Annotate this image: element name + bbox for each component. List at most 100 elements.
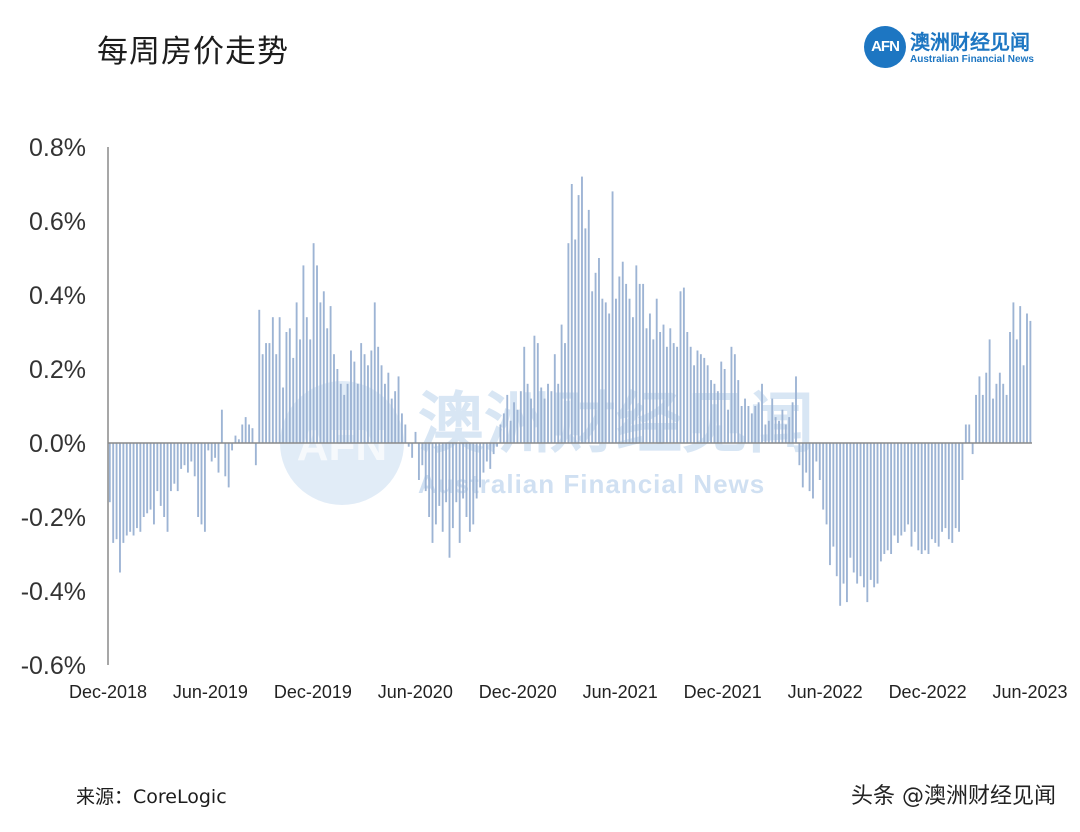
bar bbox=[132, 443, 135, 536]
x-tick-label: Jun-2021 bbox=[583, 682, 658, 702]
bar bbox=[798, 443, 801, 466]
bar bbox=[910, 443, 913, 547]
bar bbox=[499, 424, 502, 443]
bar bbox=[995, 383, 998, 443]
bar bbox=[669, 328, 672, 443]
bar bbox=[601, 298, 604, 443]
bar bbox=[333, 354, 335, 443]
bar bbox=[954, 443, 957, 529]
bar bbox=[326, 328, 329, 443]
y-tick-label: -0.2% bbox=[21, 504, 86, 532]
bar bbox=[149, 443, 152, 510]
bar bbox=[394, 391, 397, 443]
bar bbox=[421, 443, 424, 466]
bar bbox=[142, 443, 145, 517]
bar bbox=[907, 443, 910, 525]
bar bbox=[812, 443, 814, 499]
bar bbox=[241, 424, 244, 443]
bar bbox=[795, 376, 797, 443]
bar bbox=[713, 383, 716, 443]
bar bbox=[757, 402, 760, 443]
bar bbox=[975, 394, 977, 443]
bar bbox=[998, 372, 1001, 443]
bar bbox=[414, 431, 417, 443]
bar bbox=[125, 443, 128, 536]
x-axis-ticks: Dec-2018 Jun-2019 Dec-2019 Jun-2020 Dec-2020… bbox=[69, 682, 1068, 702]
bar bbox=[655, 298, 658, 443]
bar bbox=[645, 328, 648, 443]
bar bbox=[740, 406, 743, 443]
bar bbox=[615, 298, 617, 443]
y-tick-label: 0.8% bbox=[29, 134, 86, 162]
bar bbox=[927, 443, 930, 554]
bar bbox=[608, 313, 611, 443]
bar bbox=[822, 443, 825, 510]
bar bbox=[638, 283, 641, 443]
bar bbox=[611, 191, 614, 443]
bar bbox=[265, 343, 267, 443]
bar bbox=[971, 443, 974, 455]
bar bbox=[434, 443, 437, 525]
bar bbox=[251, 428, 254, 443]
bar bbox=[662, 324, 665, 443]
bar bbox=[217, 443, 220, 473]
logo-english-name: Australian Financial News bbox=[910, 54, 1034, 65]
bar bbox=[285, 332, 288, 443]
bar bbox=[122, 443, 125, 543]
y-tick-label: -0.4% bbox=[21, 578, 86, 606]
bar bbox=[190, 443, 193, 462]
bar bbox=[390, 398, 393, 443]
bar bbox=[363, 354, 366, 443]
bar bbox=[197, 443, 200, 517]
bar bbox=[805, 443, 808, 473]
bar bbox=[604, 302, 607, 443]
bar bbox=[778, 420, 780, 443]
bar bbox=[530, 398, 532, 443]
bar bbox=[350, 350, 352, 443]
bar bbox=[234, 435, 237, 443]
bar bbox=[200, 443, 203, 525]
y-tick-label: 0.4% bbox=[29, 282, 86, 310]
bar bbox=[502, 413, 505, 443]
bar bbox=[159, 443, 162, 506]
bar bbox=[567, 243, 570, 443]
bar bbox=[930, 443, 933, 540]
bar bbox=[380, 365, 383, 443]
bar bbox=[451, 443, 454, 529]
bar bbox=[231, 443, 234, 451]
bar bbox=[883, 443, 886, 554]
bar bbox=[417, 443, 420, 480]
bar bbox=[214, 443, 217, 458]
bar bbox=[801, 443, 804, 488]
bar bbox=[893, 443, 896, 536]
bar bbox=[129, 443, 132, 532]
bar bbox=[207, 443, 210, 451]
bar bbox=[767, 420, 770, 443]
bar bbox=[852, 443, 855, 573]
bar bbox=[744, 398, 746, 443]
bar bbox=[784, 424, 787, 443]
bar bbox=[968, 424, 971, 443]
bar bbox=[550, 391, 553, 443]
bar bbox=[506, 394, 509, 443]
bar bbox=[689, 346, 692, 443]
bar bbox=[411, 443, 414, 458]
bar bbox=[513, 402, 515, 443]
bar bbox=[849, 443, 852, 558]
bar bbox=[353, 361, 356, 443]
bar bbox=[621, 261, 624, 443]
bar bbox=[737, 380, 740, 443]
bar bbox=[985, 372, 988, 443]
watermark-english: Australian Financial News bbox=[418, 469, 765, 499]
bar bbox=[475, 443, 478, 499]
bar bbox=[543, 398, 546, 443]
bar bbox=[1019, 306, 1022, 443]
bar bbox=[896, 443, 899, 543]
bar bbox=[516, 409, 519, 443]
bar bbox=[492, 443, 495, 455]
bar bbox=[173, 443, 176, 484]
x-tick-label: Jun-2019 bbox=[173, 682, 248, 702]
bar bbox=[319, 302, 322, 443]
bar bbox=[924, 443, 927, 551]
bar bbox=[373, 302, 376, 443]
